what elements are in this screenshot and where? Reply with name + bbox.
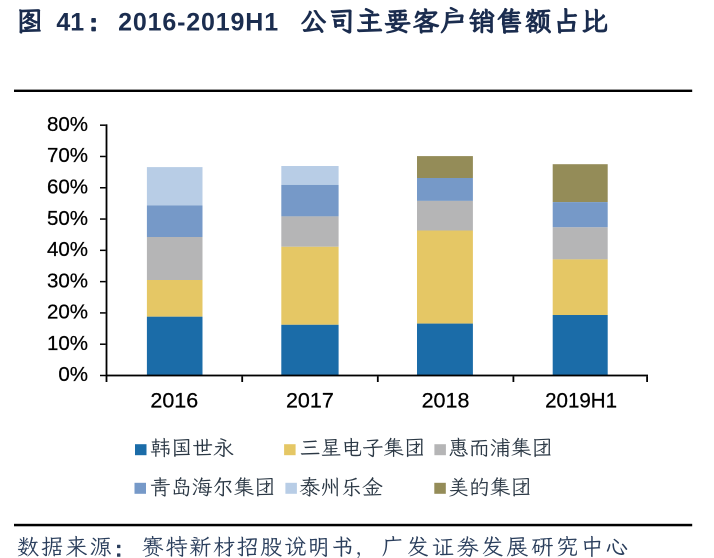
svg-text:2017: 2017 [286,389,334,413]
svg-text:70%: 70% [47,144,88,167]
svg-text:30%: 30% [47,269,88,292]
svg-text:20%: 20% [47,301,88,324]
svg-text:2016: 2016 [150,389,198,413]
svg-text:40%: 40% [47,238,88,261]
svg-text:10%: 10% [47,332,88,355]
svg-text:2018: 2018 [422,389,470,413]
svg-text:80%: 80% [47,113,88,136]
svg-text:50%: 50% [47,207,88,230]
svg-text:0%: 0% [58,363,88,386]
svg-text:41: 41 [56,9,84,37]
svg-text:2016-2019H1: 2016-2019H1 [118,9,278,37]
svg-text:2019H1: 2019H1 [545,389,617,413]
svg-text:60%: 60% [47,176,88,199]
